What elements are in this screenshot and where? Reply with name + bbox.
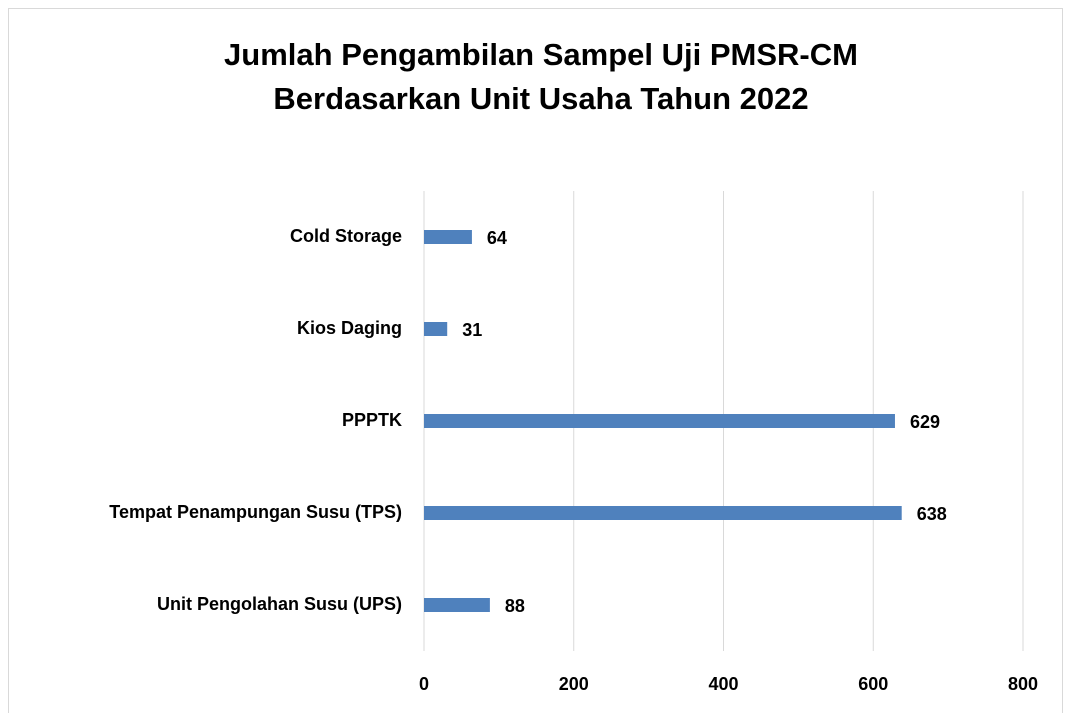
data-label: 88 [505, 596, 525, 616]
x-tick-label: 800 [1008, 674, 1038, 694]
y-tick-label: Tempat Penampungan Susu (TPS) [109, 502, 402, 522]
x-tick-label: 0 [419, 674, 429, 694]
bar [424, 322, 448, 336]
data-label: 31 [462, 320, 482, 340]
y-tick-label: Cold Storage [290, 226, 402, 246]
x-tick-label: 200 [559, 674, 589, 694]
y-tick-label: Unit Pengolahan Susu (UPS) [157, 594, 402, 614]
x-tick-label: 600 [858, 674, 888, 694]
bar [424, 414, 895, 428]
bar [424, 506, 902, 520]
chart-border [8, 8, 1063, 713]
bar [424, 598, 490, 612]
data-label: 64 [487, 228, 507, 248]
x-tick-label: 400 [708, 674, 738, 694]
data-label: 629 [910, 412, 940, 432]
chart-title: Berdasarkan Unit Usaha Tahun 2022 [273, 81, 808, 116]
data-label: 638 [917, 504, 947, 524]
y-tick-label: PPPTK [342, 410, 402, 430]
y-tick-label: Kios Daging [297, 318, 402, 338]
chart-title: Jumlah Pengambilan Sampel Uji PMSR-CM [224, 37, 858, 72]
bar [424, 230, 472, 244]
